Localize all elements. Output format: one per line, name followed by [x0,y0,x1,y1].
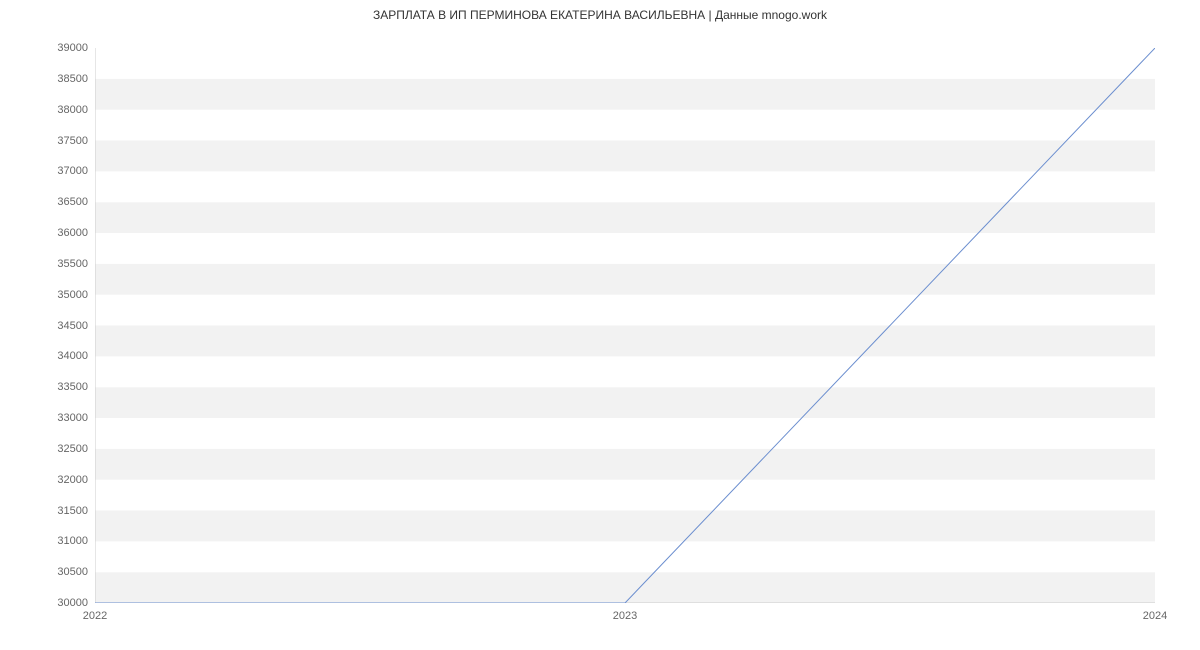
grid-band [95,264,1155,295]
y-tick-label: 32500 [57,443,88,455]
grid-band [95,141,1155,172]
chart-plot-area [95,48,1155,603]
y-tick-label: 33500 [57,381,88,393]
grid-band [95,480,1155,511]
grid-band [95,233,1155,264]
grid-band [95,572,1155,603]
y-tick-label: 35000 [57,289,88,301]
chart-title: ЗАРПЛАТА В ИП ПЕРМИНОВА ЕКАТЕРИНА ВАСИЛЬ… [0,8,1200,22]
grid-band [95,387,1155,418]
y-tick-label: 34500 [57,320,88,332]
y-tick-label: 38500 [57,73,88,85]
grid-bands [95,48,1155,603]
y-tick-label: 35500 [57,258,88,270]
grid-band [95,356,1155,387]
y-tick-label: 31500 [57,505,88,517]
x-tick-label: 2022 [83,610,107,622]
x-tick-label: 2024 [1143,610,1167,622]
y-tick-label: 37500 [57,135,88,147]
grid-band [95,79,1155,110]
grid-band [95,48,1155,79]
grid-band [95,202,1155,233]
y-tick-label: 34000 [57,350,88,362]
y-tick-label: 37000 [57,165,88,177]
grid-band [95,110,1155,141]
grid-band [95,326,1155,357]
x-tick-label: 2023 [613,610,637,622]
y-tick-label: 38000 [57,104,88,116]
y-tick-label: 39000 [57,42,88,54]
y-tick-label: 30000 [57,597,88,609]
y-tick-label: 36500 [57,196,88,208]
grid-band [95,449,1155,480]
y-tick-label: 36000 [57,227,88,239]
y-tick-label: 30500 [57,566,88,578]
grid-band [95,541,1155,572]
grid-band [95,511,1155,542]
grid-band [95,295,1155,326]
y-tick-label: 31000 [57,535,88,547]
grid-band [95,418,1155,449]
y-tick-label: 32000 [57,474,88,486]
grid-band [95,171,1155,202]
y-tick-label: 33000 [57,412,88,424]
